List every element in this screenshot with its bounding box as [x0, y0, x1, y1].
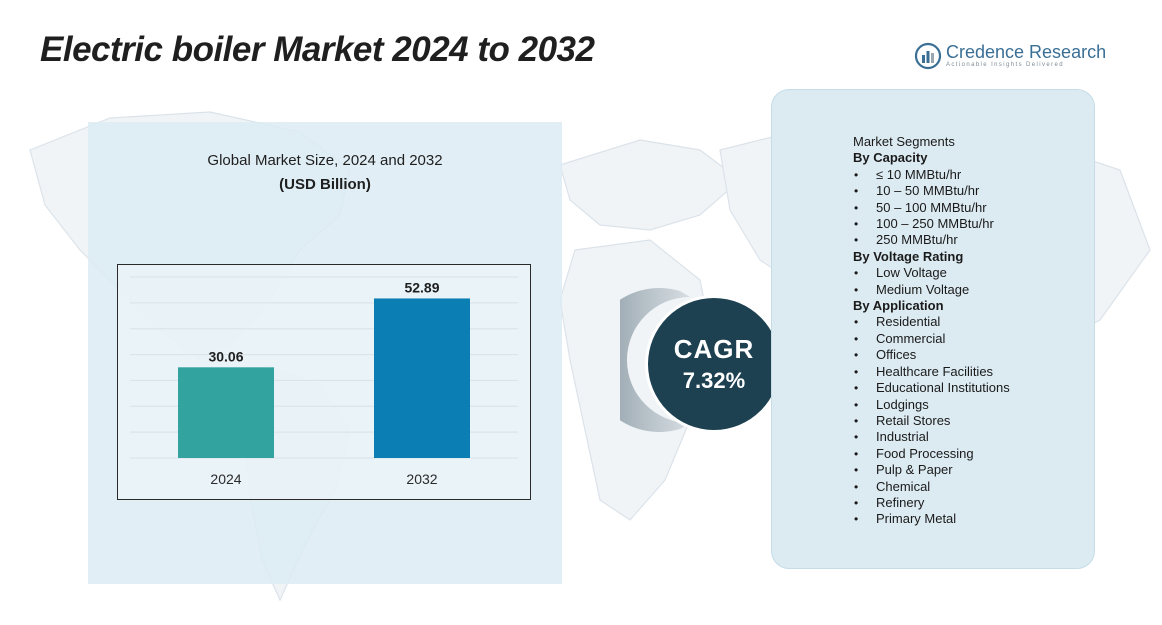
bar-value-label: 30.06 [208, 348, 243, 364]
segment-list-item: Retail Stores [853, 413, 1093, 430]
brand-name: Credence Research [946, 42, 1107, 62]
segment-list-item: Residential [853, 314, 1093, 331]
market-segments-panel: Market Segments By Capacity≤ 10 MMBtu/hr… [771, 89, 1095, 569]
segment-list-item: 50 – 100 MMBtu/hr [853, 200, 1093, 217]
segments-header: Market Segments [853, 134, 955, 149]
segment-list-item: Low Voltage [853, 265, 1093, 282]
segment-list-item: Industrial [853, 429, 1093, 446]
brand-tagline: Actionable Insights Delivered [946, 62, 1064, 68]
segment-list-item: Educational Institutions [853, 380, 1093, 397]
cagr-badge: CAGR 7.32% [620, 285, 795, 435]
bar-chart-svg: 30.06 2024 52.89 2032 [130, 276, 518, 487]
segment-list-item: 250 MMBtu/hr [853, 232, 1093, 249]
bar-value-label: 52.89 [404, 279, 439, 295]
segment-group-heading: By Voltage Rating [853, 248, 964, 264]
segment-list-item: Chemical [853, 479, 1093, 496]
segment-list-item: Food Processing [853, 446, 1093, 463]
segment-list-item: Commercial [853, 331, 1093, 348]
segment-list-item: Offices [853, 347, 1093, 364]
cagr-circle: CAGR 7.32% [648, 298, 780, 430]
segment-list-item: ≤ 10 MMBtu/hr [853, 167, 1093, 184]
segment-list: Market Segments By Capacity≤ 10 MMBtu/hr… [853, 134, 1093, 528]
segment-list-item: Pulp & Paper [853, 462, 1093, 479]
cagr-label: CAGR [673, 334, 755, 364]
chart-panel: Global Market Size, 2024 and 2032 (USD B… [88, 122, 562, 584]
segment-list-item: Primary Metal [853, 511, 1093, 528]
page-title: Electric boiler Market 2024 to 2032 [40, 30, 595, 69]
segment-list-item: Lodgings [853, 397, 1093, 414]
segment-list-item: Refinery [853, 495, 1093, 512]
bar-chart-circle-icon [914, 42, 942, 70]
segment-list-item: 10 – 50 MMBtu/hr [853, 183, 1093, 200]
segment-group-heading: By Capacity [853, 150, 928, 166]
segment-list-item: Healthcare Facilities [853, 364, 1093, 381]
segment-list-item: Medium Voltage [853, 282, 1093, 299]
cagr-value: 7.32% [682, 368, 746, 393]
bar-2024 [178, 367, 274, 458]
x-tick-label: 2032 [406, 471, 437, 487]
bar-2032 [374, 298, 470, 458]
segment-group-heading: By Application [853, 298, 944, 314]
x-tick-label: 2024 [210, 471, 241, 487]
cagr-shadow-arc [620, 288, 690, 432]
bar-chart: 30.06 2024 52.89 2032 [117, 264, 531, 500]
chart-unit-label: (USD Billion) [279, 176, 371, 193]
segment-list-item: 100 – 250 MMBtu/hr [853, 216, 1093, 233]
brand-logo: Credence Research Actionable Insights De… [914, 40, 1107, 74]
chart-title: Global Market Size, 2024 and 2032 [207, 152, 443, 169]
